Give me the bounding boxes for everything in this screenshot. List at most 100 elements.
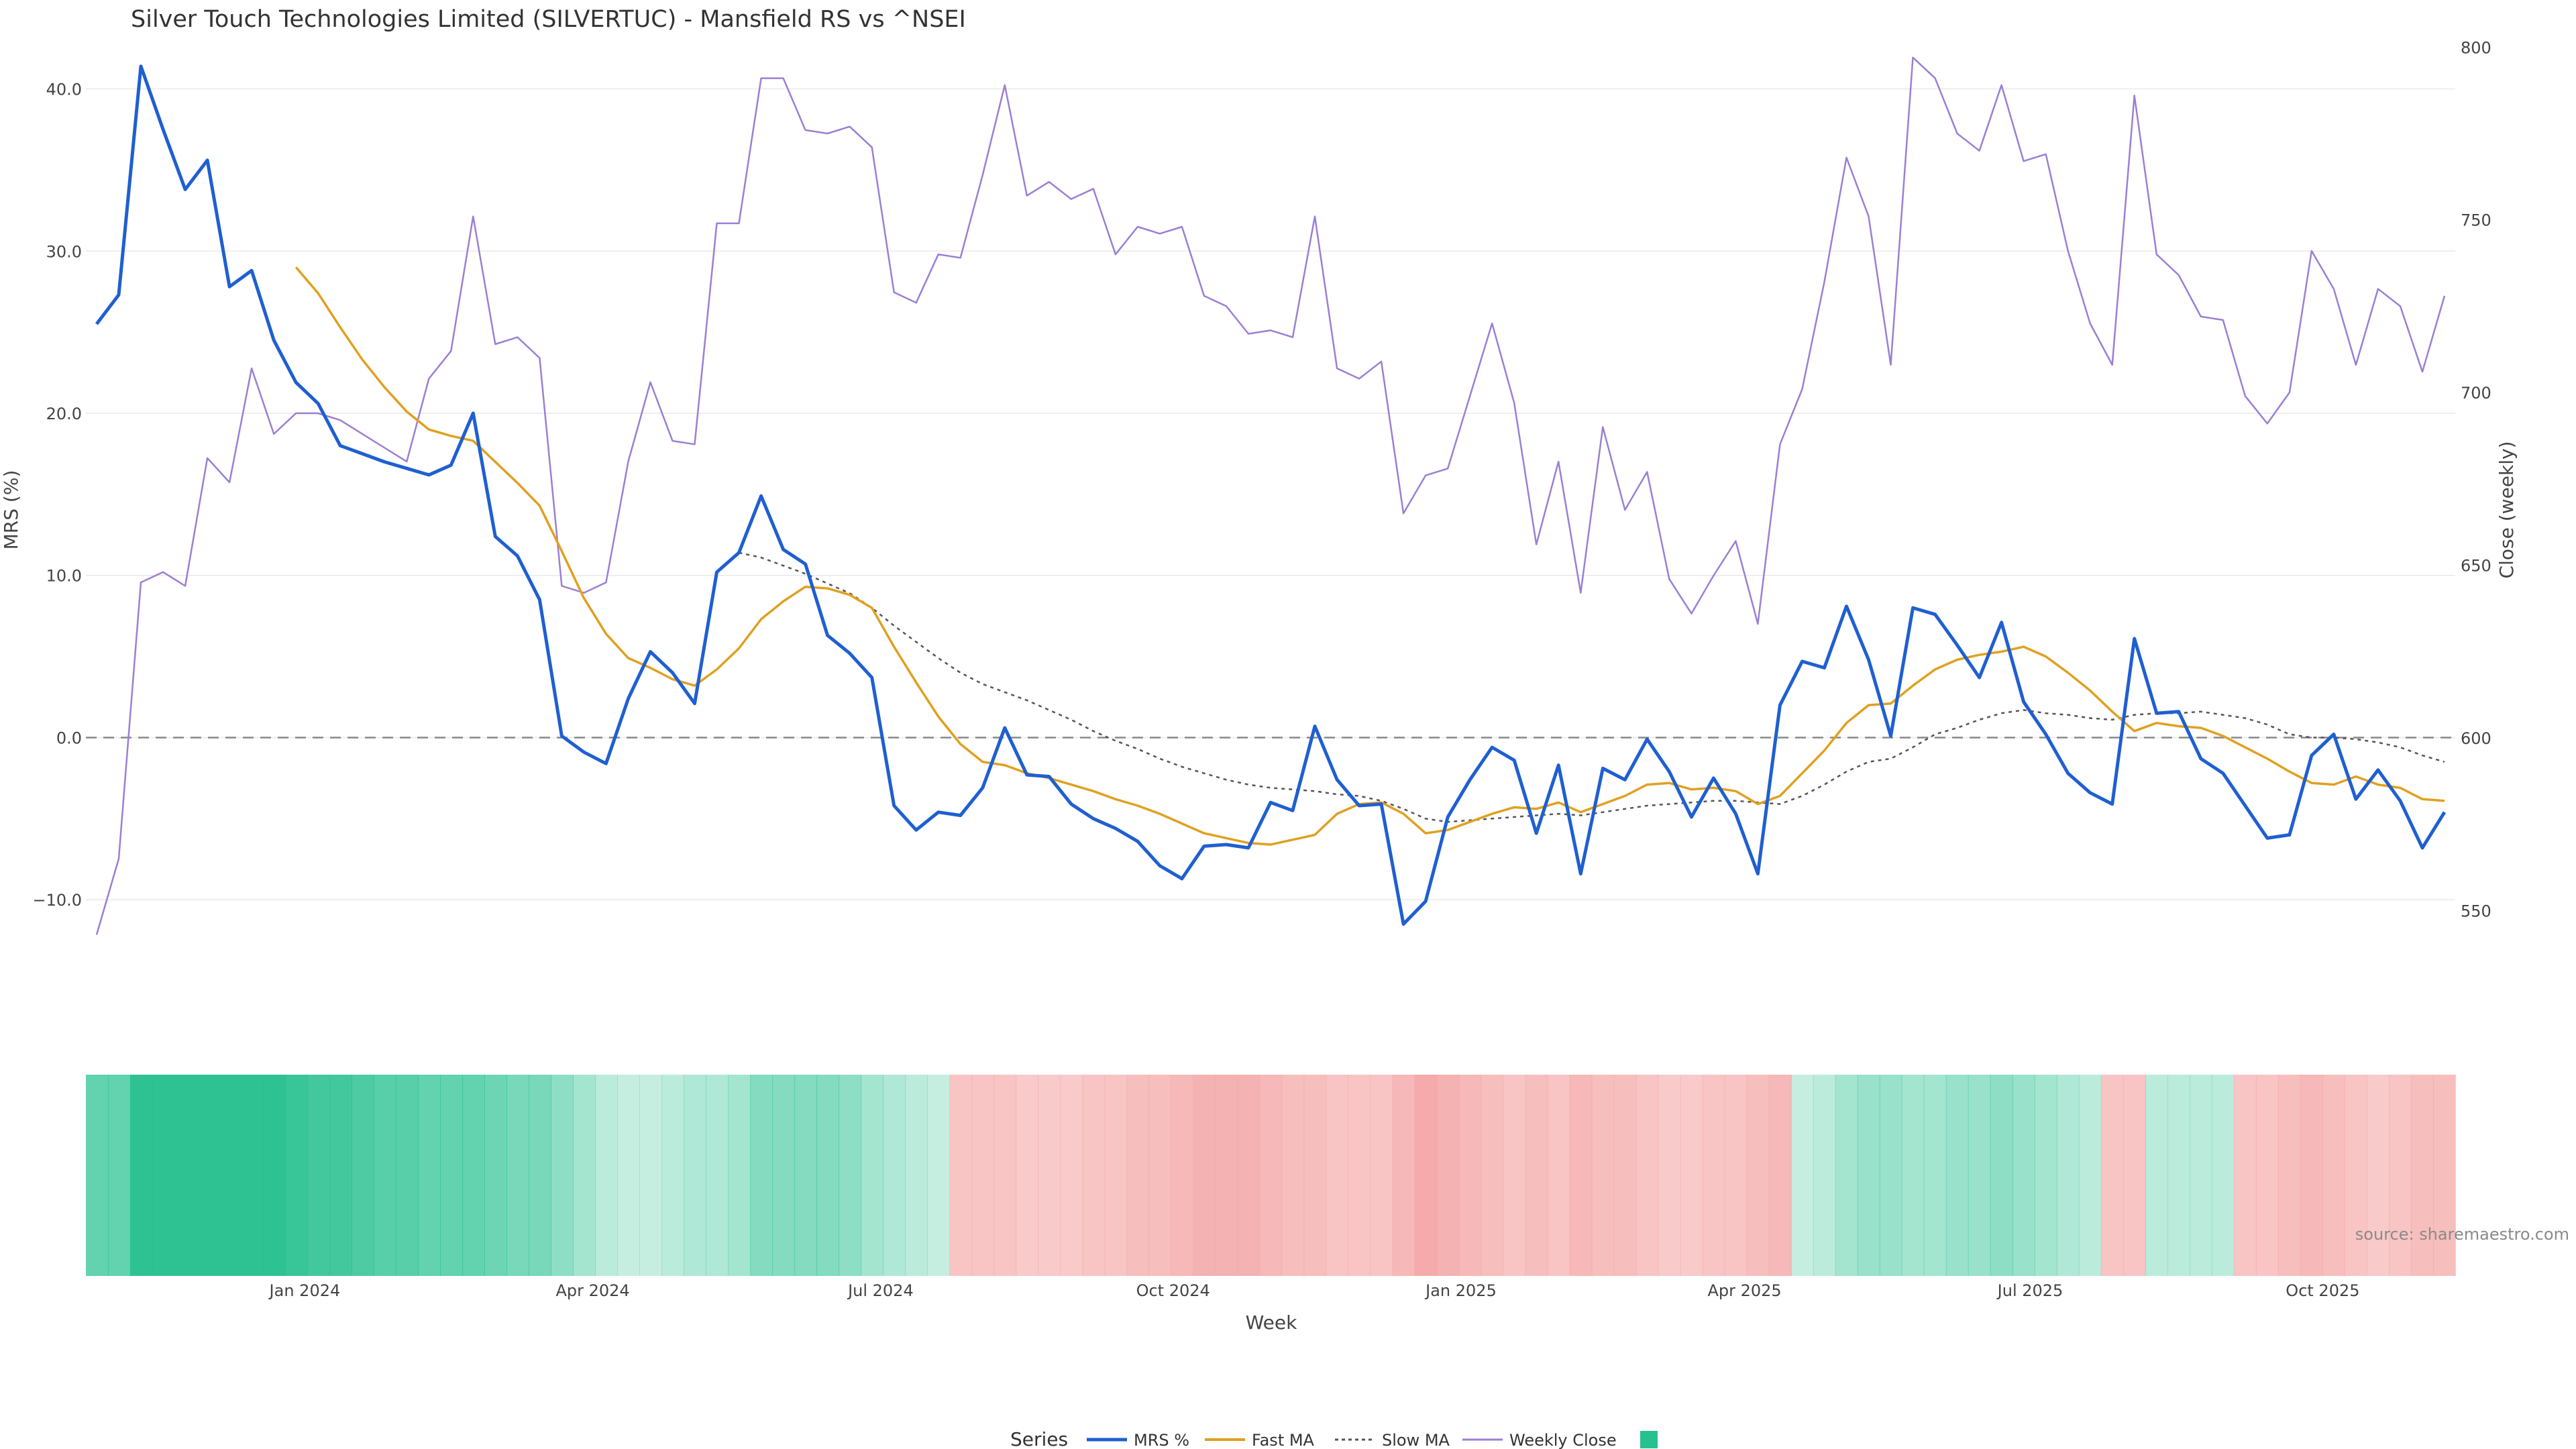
heatmap-cell: [2145, 1075, 2168, 1276]
heatmap-cell: [2410, 1075, 2434, 1276]
heatmap-cell: [949, 1075, 973, 1276]
right-y-axis-title: Close (weekly): [2496, 441, 2518, 579]
heatmap-cell: [1857, 1075, 1880, 1276]
heatmap-cell: [839, 1075, 862, 1276]
heatmap-cell: [1635, 1075, 1659, 1276]
heatmap-cell: [1370, 1075, 1393, 1276]
series-line-weekly-close: [95, 56, 2446, 935]
left-y-tick-label: 40.0: [46, 80, 82, 99]
heatmap-cell: [1901, 1075, 1925, 1276]
heatmap-cell: [1525, 1075, 1548, 1276]
heatmap-cell: [1968, 1075, 1991, 1276]
heatmap-cell: [971, 1075, 995, 1276]
heatmap-cell: [174, 1075, 197, 1276]
heatmap-cell: [794, 1075, 818, 1276]
heatmap-cell: [1768, 1075, 1792, 1276]
heatmap-cell: [1503, 1075, 1526, 1276]
heatmap-cell: [1414, 1075, 1438, 1276]
heatmap-cell: [595, 1075, 619, 1276]
heatmap-cell: [1237, 1075, 1260, 1276]
heatmap-cell: [1259, 1075, 1283, 1276]
heatmap-cell: [506, 1075, 529, 1276]
heatmap-cell: [374, 1075, 396, 1276]
heatmap-cell: [263, 1075, 286, 1276]
heatmap-cell: [462, 1075, 485, 1276]
heatmap-cell: [1746, 1075, 1770, 1276]
heatmap-cell: [661, 1075, 685, 1276]
left-y-axis-title: MRS (%): [0, 470, 22, 550]
heatmap-cell: [241, 1075, 264, 1276]
heatmap-cell: [551, 1075, 574, 1276]
heatmap-cell: [994, 1075, 1017, 1276]
legend-label-fast-ma: Fast MA: [1252, 1431, 1315, 1449]
heatmap-cell: [1303, 1075, 1327, 1276]
heatmap-cell: [684, 1075, 707, 1276]
x-tick-label: Jul 2024: [847, 1281, 914, 1300]
heatmap-cell: [1945, 1075, 1969, 1276]
legend-swatch-heatmap: [1640, 1431, 1658, 1448]
heatmap-cell: [1016, 1075, 1039, 1276]
heatmap-cell: [2012, 1075, 2035, 1276]
heatmap-cell: [2056, 1075, 2080, 1276]
heatmap-cell: [1813, 1075, 1836, 1276]
heatmap-cell: [418, 1075, 441, 1276]
legend-label-slow-ma: Slow MA: [1382, 1431, 1450, 1449]
heatmap-cell: [861, 1075, 884, 1276]
heatmap-cell: [285, 1075, 308, 1276]
left-y-tick-label: 30.0: [46, 242, 82, 261]
x-tick-label: Jan 2024: [268, 1281, 341, 1300]
heatmap-cell: [1680, 1075, 1703, 1276]
right-y-tick-label: 550: [2461, 902, 2491, 920]
heatmap-cell: [816, 1075, 840, 1276]
legend-title: Series: [1010, 1428, 1068, 1449]
legend-label-mrs: MRS %: [1134, 1431, 1189, 1449]
heatmap-cell: [1547, 1075, 1570, 1276]
heatmap-cell: [86, 1075, 109, 1276]
heatmap-cell: [2432, 1075, 2456, 1276]
heatmap-cell: [352, 1075, 374, 1276]
heatmap-cell: [1392, 1075, 1415, 1276]
right-y-tick-label: 800: [2461, 38, 2491, 57]
heatmap-cell: [1104, 1075, 1128, 1276]
heatmap-cell: [2034, 1075, 2057, 1276]
heatmap-cell: [2277, 1075, 2301, 1276]
heatmap-cell: [197, 1075, 219, 1276]
heatmap-strip: [86, 1075, 2456, 1276]
right-y-tick-label: 750: [2461, 211, 2491, 230]
heatmap-cell: [529, 1075, 551, 1276]
x-tick-label: Jul 2025: [1996, 1281, 2063, 1300]
heatmap-cell: [2167, 1075, 2190, 1276]
heatmap-cell: [2211, 1075, 2235, 1276]
heatmap-cell: [1171, 1075, 1194, 1276]
heatmap-cell: [2233, 1075, 2257, 1276]
heatmap-cell: [2078, 1075, 2102, 1276]
heatmap-cell: [1126, 1075, 1150, 1276]
x-tick-label: Jan 2025: [1424, 1281, 1497, 1300]
legend-label-weekly-close: Weekly Close: [1509, 1431, 1617, 1449]
heatmap-cell: [1702, 1075, 1725, 1276]
heatmap-cell: [2322, 1075, 2345, 1276]
heatmap-cell: [484, 1075, 507, 1276]
heatmap-cell: [2255, 1075, 2279, 1276]
heatmap-cell: [1038, 1075, 1061, 1276]
heatmap-cell: [2300, 1075, 2323, 1276]
right-y-tick-label: 600: [2461, 729, 2491, 748]
heatmap-cell: [307, 1075, 330, 1276]
heatmap-cell: [927, 1075, 951, 1276]
right-y-tick-label: 650: [2461, 557, 2491, 576]
gridlines: [86, 88, 2455, 900]
source-note: source: sharemaestro.com: [2355, 1225, 2569, 1244]
heatmap-cell: [1923, 1075, 1947, 1276]
heatmap-cell: [396, 1075, 419, 1276]
heatmap-cell: [1658, 1075, 1681, 1276]
heatmap-cell: [1591, 1075, 1615, 1276]
legend: Series MRS % Fast MA Slow MA Weekly Clos…: [1010, 1428, 1658, 1449]
heatmap-cell: [440, 1075, 463, 1276]
heatmap-cell: [1990, 1075, 2013, 1276]
heatmap-cell: [1082, 1075, 1106, 1276]
heatmap-cell: [1613, 1075, 1637, 1276]
heatmap-cell: [1348, 1075, 1371, 1276]
heatmap-cell: [1436, 1075, 1460, 1276]
heatmap-cell: [1193, 1075, 1216, 1276]
